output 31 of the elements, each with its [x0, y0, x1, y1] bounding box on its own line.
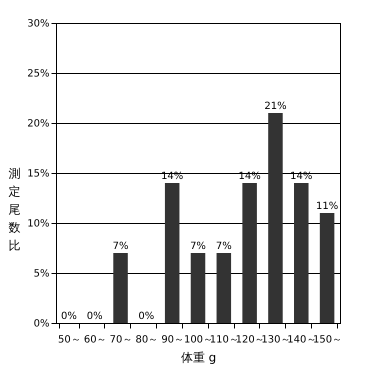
- x-tick-label: 80～: [135, 334, 158, 346]
- x-tick-label: 60～: [84, 334, 107, 346]
- data-label: 21%: [264, 101, 287, 112]
- bar: [164, 183, 180, 323]
- data-label: 0%: [60, 311, 77, 322]
- y-tick-label: 30%: [27, 18, 50, 30]
- y-tick-label: 20%: [27, 118, 50, 130]
- x-tick-label: 150～: [313, 334, 342, 346]
- bar: [190, 253, 206, 323]
- y-axis-title: 測定尾数比: [8, 166, 20, 252]
- y-tick-label: 25%: [27, 68, 50, 80]
- data-label: 7%: [190, 241, 206, 252]
- x-tick-label: 50～: [58, 334, 81, 346]
- data-label: 0%: [86, 311, 103, 322]
- y-tick-label: 5%: [34, 268, 50, 280]
- x-tick-label: 90～: [161, 334, 184, 346]
- y-tick-label: 0%: [34, 318, 50, 330]
- bar: [294, 183, 309, 323]
- bar: [268, 113, 283, 323]
- data-label: 11%: [316, 201, 338, 212]
- data-label: 0%: [138, 311, 154, 322]
- y-tick-label: 15%: [27, 168, 50, 180]
- bar: [242, 183, 257, 323]
- y-tick-label: 10%: [27, 218, 50, 230]
- data-label: 7%: [216, 241, 232, 252]
- bar: [216, 253, 232, 323]
- x-axis-title: 体重 g: [180, 350, 216, 364]
- x-tick-label: 70～: [110, 334, 132, 346]
- bar: [113, 253, 128, 323]
- bar: [320, 213, 334, 323]
- data-label: 7%: [112, 241, 128, 252]
